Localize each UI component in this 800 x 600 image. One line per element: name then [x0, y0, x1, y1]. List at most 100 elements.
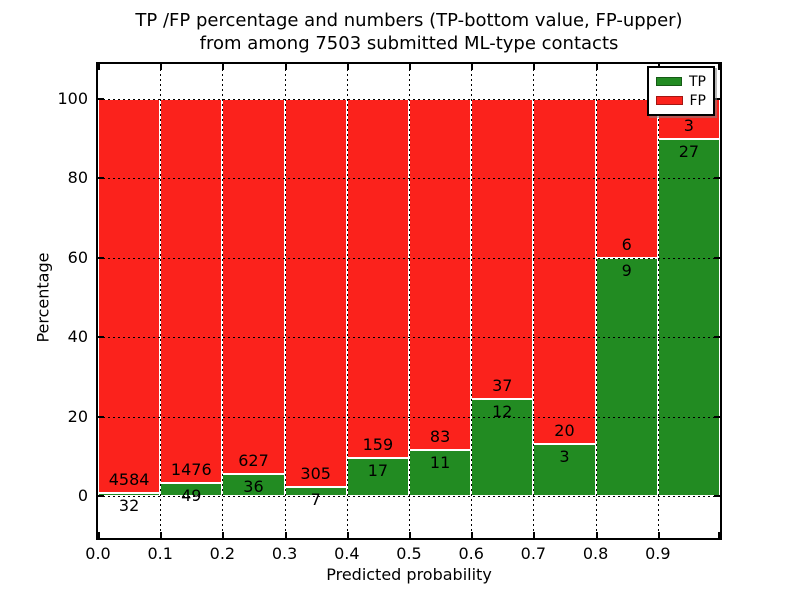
- bar-segment-fp: [533, 99, 596, 445]
- tp-count-label: 12: [492, 401, 513, 421]
- tp-count-label: 32: [118, 496, 140, 516]
- fp-count-label: 20: [554, 421, 575, 441]
- y-tick-left: [98, 256, 104, 259]
- tp-count-label: 17: [367, 460, 389, 480]
- x-gridline: [471, 64, 473, 538]
- x-tick-label: 0.1: [147, 544, 173, 563]
- y-tick-label: 0: [77, 486, 88, 505]
- y-tick-right: [714, 177, 720, 180]
- fp-count-label: 1476: [170, 460, 212, 480]
- x-tick-label: 0.2: [209, 544, 236, 563]
- x-gridline: [657, 64, 659, 538]
- y-tick-label: 20: [67, 406, 88, 426]
- fp-count-label: 627: [238, 451, 269, 471]
- bar-segment-fp: [160, 99, 223, 484]
- y-tick-right: [714, 256, 720, 259]
- x-tick-bottom: [409, 532, 411, 538]
- x-tick-label: 0.3: [271, 544, 298, 563]
- x-tick-top: [595, 64, 598, 70]
- x-tick-top: [160, 64, 163, 70]
- x-gridline: [595, 64, 597, 538]
- x-tick-top: [284, 64, 287, 70]
- x-tick-top: [98, 64, 100, 70]
- legend-swatch-tp-icon: [656, 77, 682, 86]
- tp-count-label: 27: [678, 141, 700, 161]
- y-tick-left: [98, 336, 104, 339]
- y-tick-right: [714, 98, 720, 100]
- legend-label-fp: FP: [689, 92, 707, 109]
- fp-count-label: 3: [683, 115, 694, 135]
- tp-count-label: 7: [310, 490, 321, 510]
- x-gridline: [346, 64, 348, 538]
- x-tick-label: 0.9: [645, 544, 671, 563]
- y-tick-right: [714, 336, 720, 339]
- bar-segment-tp: [595, 257, 658, 496]
- y-tick-right: [714, 415, 720, 418]
- tp-count-label: 49: [181, 486, 202, 506]
- x-tick-bottom: [222, 532, 225, 538]
- bar-segment-tp: [98, 493, 161, 496]
- y-tick-label: 40: [67, 327, 88, 347]
- y-tick-left: [98, 495, 104, 497]
- x-tick-label: 0.0: [85, 544, 111, 563]
- y-tick-left: [98, 98, 104, 100]
- tp-count-label: 9: [621, 260, 632, 280]
- chart-title: TP /FP percentage and numbers (TP-bottom…: [96, 9, 722, 55]
- fp-count-label: 4584: [108, 470, 150, 490]
- x-tick-bottom: [284, 532, 287, 538]
- y-tick-label: 100: [57, 89, 88, 108]
- bar-segment-fp: [284, 99, 347, 488]
- y-tick-label: 60: [67, 247, 88, 267]
- x-tick-label: 0.6: [458, 544, 484, 563]
- x-tick-top: [409, 64, 411, 70]
- x-gridline: [533, 64, 535, 538]
- y-axis-label: Percentage: [33, 252, 53, 343]
- x-tick-top: [346, 64, 349, 70]
- x-gridline: [409, 64, 410, 538]
- tp-count-label: 11: [429, 452, 451, 472]
- x-tick-top: [222, 64, 225, 70]
- y-tick-label: 80: [67, 168, 88, 188]
- x-tick-label: 0.5: [396, 544, 422, 563]
- legend: TP FP: [647, 66, 715, 116]
- y-tick-left: [98, 177, 104, 180]
- x-axis-label: Predicted probability: [326, 565, 492, 584]
- x-tick-top: [533, 64, 536, 70]
- bar-segment-fp: [346, 99, 409, 458]
- legend-swatch-fp-icon: [656, 96, 683, 105]
- x-tick-bottom: [718, 532, 720, 538]
- bar-segment-fp: [98, 99, 161, 494]
- tp-count-label: 3: [559, 447, 570, 467]
- bar-segment-fp: [471, 99, 534, 399]
- y-tick-left: [98, 415, 104, 418]
- x-tick-label: 0.7: [520, 544, 547, 563]
- x-tick-top: [718, 64, 720, 70]
- bar-segment-tp: [533, 444, 596, 496]
- legend-label-tp: TP: [689, 73, 706, 90]
- bar-segment-tp: [471, 398, 534, 496]
- bar-segment-fp: [409, 99, 472, 450]
- x-tick-bottom: [595, 532, 598, 538]
- x-tick-bottom: [471, 532, 474, 538]
- bar-segment-fp: [222, 99, 285, 475]
- chart-title-line1: TP /FP percentage and numbers (TP-bottom…: [135, 10, 683, 31]
- legend-item-fp: FP: [656, 91, 706, 110]
- bar-segment-tp: [657, 138, 720, 496]
- plot-area: 4584 32 1476 49 627 36 305 7 159 17 83 11 37 12 20 3 6 9 3…: [96, 62, 722, 540]
- fp-count-label: 6: [621, 234, 632, 254]
- x-tick-top: [471, 64, 474, 70]
- x-tick-bottom: [533, 532, 536, 538]
- bar-segment-tp: [409, 449, 472, 496]
- fp-count-label: 37: [492, 375, 513, 395]
- x-tick-label: 0.8: [582, 544, 609, 563]
- x-gridline: [160, 64, 162, 538]
- x-tick-bottom: [98, 532, 100, 538]
- x-gridline: [284, 64, 286, 538]
- x-tick-bottom: [657, 532, 660, 538]
- fp-count-label: 305: [300, 464, 331, 484]
- x-tick-bottom: [346, 532, 349, 538]
- fp-count-label: 83: [429, 426, 451, 446]
- x-gridline: [222, 64, 224, 538]
- x-tick-label: 0.4: [334, 544, 360, 563]
